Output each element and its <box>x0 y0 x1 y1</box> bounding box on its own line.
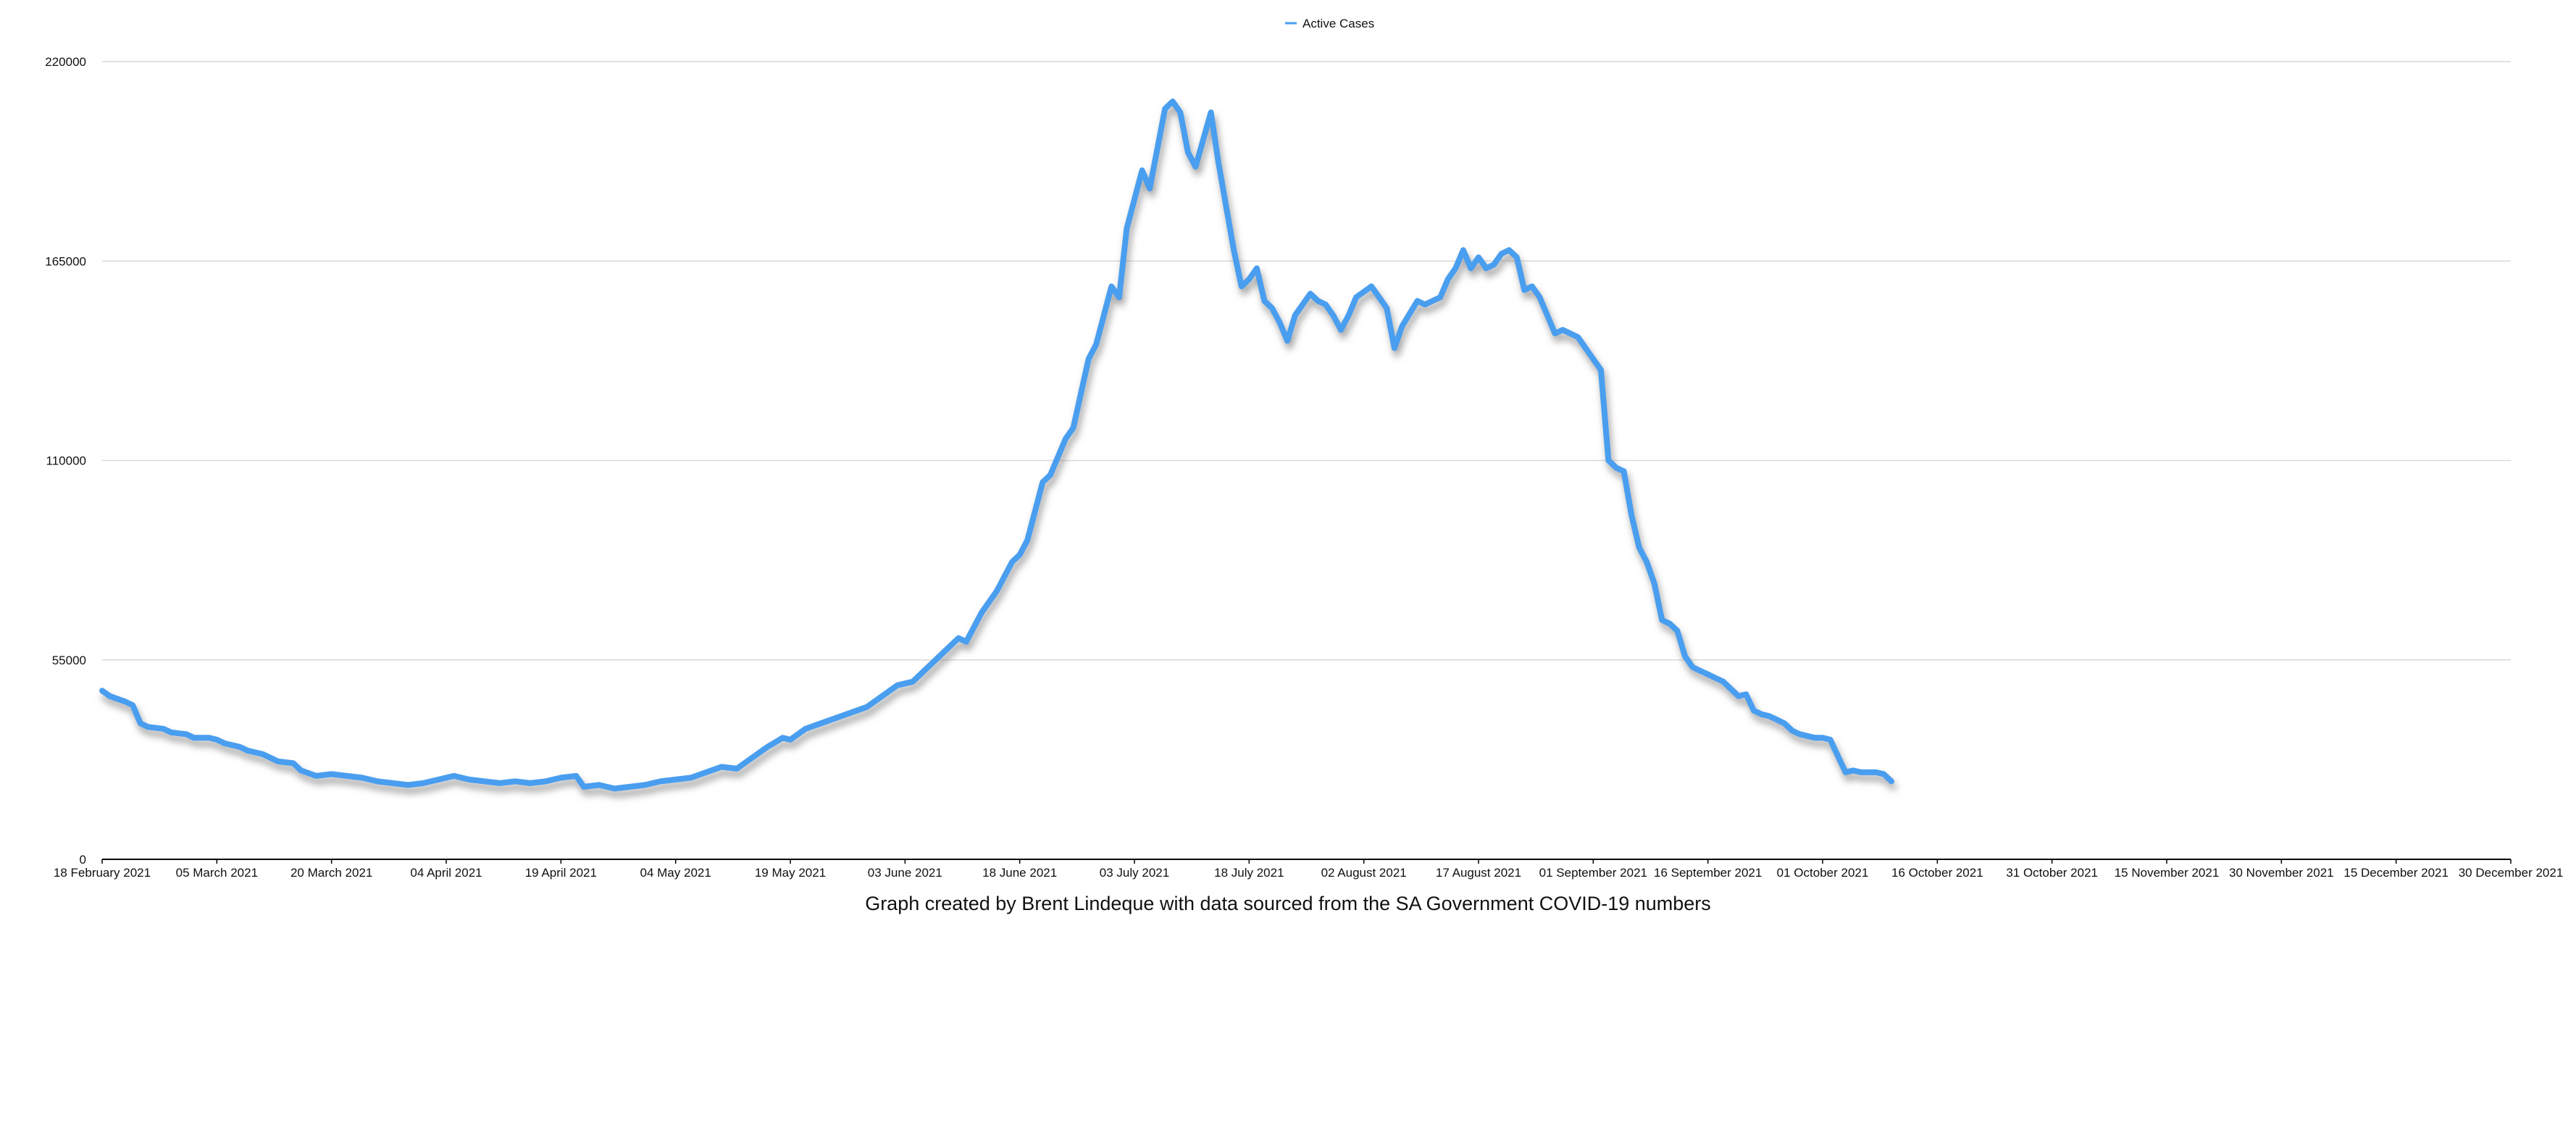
x-tick-label: 30 November 2021 <box>2229 866 2334 880</box>
x-tick-label: 30 December 2021 <box>2459 866 2564 880</box>
x-tick-label: 03 July 2021 <box>1100 866 1169 880</box>
y-tick-label: 55000 <box>52 654 86 667</box>
x-tick-label: 05 March 2021 <box>176 866 258 880</box>
x-tick-label: 18 June 2021 <box>982 866 1057 880</box>
x-axis-tick-labels: 18 February 2021 05 March 2021 20 March 20… <box>54 866 2563 880</box>
x-tick-label: 04 April 2021 <box>410 866 482 880</box>
x-tick-label: 15 November 2021 <box>2115 866 2220 880</box>
x-tick-label: 03 June 2021 <box>868 866 942 880</box>
x-tick-label: 18 February 2021 <box>54 866 151 880</box>
x-tick-label: 01 October 2021 <box>1777 866 1869 880</box>
series-lines <box>99 99 1894 792</box>
y-tick-label: 220000 <box>45 55 86 69</box>
x-tick-label: 19 April 2021 <box>525 866 597 880</box>
y-tick-label: 110000 <box>46 454 86 468</box>
x-tick-label: 04 May 2021 <box>640 866 711 880</box>
x-axis <box>101 859 2512 864</box>
legend-label-active-cases: Active Cases <box>1302 17 1374 30</box>
chart-caption: Graph created by Brent Lindeque with dat… <box>865 893 1711 914</box>
x-tick-label: 16 September 2021 <box>1654 866 1762 880</box>
legend: Active Cases <box>1285 17 1374 30</box>
x-tick-label: 19 May 2021 <box>755 866 826 880</box>
y-tick-label: 165000 <box>45 254 86 268</box>
x-tick-label: 18 July 2021 <box>1214 866 1284 880</box>
x-tick-label: 15 December 2021 <box>2343 866 2449 880</box>
x-tick-label: 01 September 2021 <box>1539 866 1647 880</box>
x-tick-label: 16 October 2021 <box>1891 866 1983 880</box>
y-axis-tick-labels: 0 55000 110000 165000 220000 <box>45 55 86 867</box>
x-tick-label: 20 March 2021 <box>290 866 372 880</box>
x-tick-label: 17 August 2021 <box>1436 866 1521 880</box>
gridlines <box>102 61 2511 661</box>
series-line-1 <box>99 99 1894 792</box>
x-tick-label: 31 October 2021 <box>2006 866 2098 880</box>
y-tick-label: 0 <box>80 853 86 867</box>
x-tick-label: 02 August 2021 <box>1321 866 1407 880</box>
